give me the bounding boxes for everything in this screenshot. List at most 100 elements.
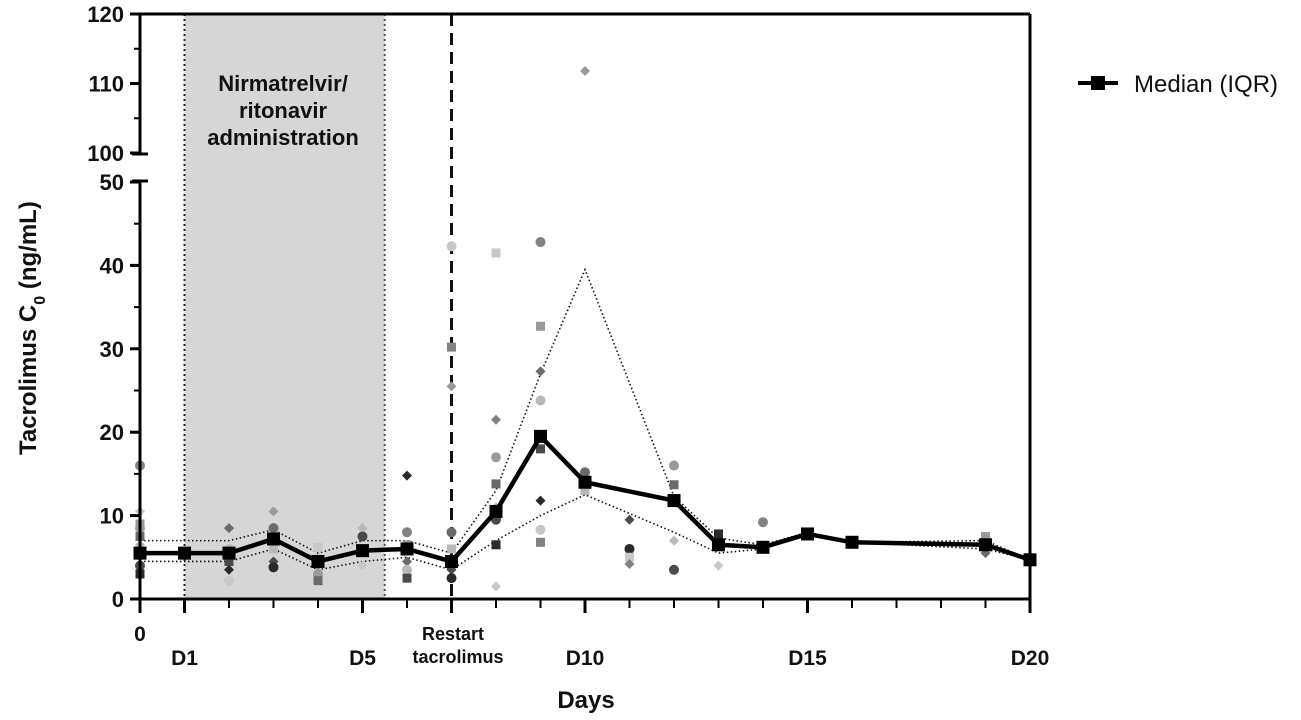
data-point xyxy=(268,523,279,534)
y-tick-label: 20 xyxy=(100,420,124,445)
y-tick-label: 0 xyxy=(112,587,124,612)
data-point xyxy=(402,527,412,538)
data-point xyxy=(535,524,546,535)
shaded-band xyxy=(184,14,385,599)
data-point xyxy=(268,562,279,573)
x-tick-label: D5 xyxy=(349,647,376,670)
data-point xyxy=(224,575,234,586)
x-tick-label: D10 xyxy=(566,647,605,670)
data-point xyxy=(402,564,412,575)
data-point xyxy=(535,395,546,406)
data-point xyxy=(357,531,368,542)
data-point xyxy=(625,552,634,562)
shade-label-line1: Nirmatrelvir/ xyxy=(218,71,348,96)
median-marker xyxy=(712,538,725,552)
median-marker xyxy=(756,540,770,554)
median-polyline xyxy=(140,434,1031,564)
median-marker xyxy=(311,554,325,568)
data-point xyxy=(536,444,545,454)
data-point xyxy=(491,540,501,550)
data-point xyxy=(713,560,724,571)
data-point xyxy=(535,237,546,248)
data-point xyxy=(402,556,412,567)
y-axis-title-main: Tacrolimus C xyxy=(15,305,42,455)
median-marker xyxy=(979,538,992,552)
median-marker xyxy=(445,554,458,568)
median-marker xyxy=(667,494,681,508)
iqr-lower-line xyxy=(140,493,1031,571)
y-tick-label: 10 xyxy=(100,504,124,529)
x-axis-title: Days xyxy=(557,687,614,714)
data-point xyxy=(447,544,456,554)
legend-label: Median (IQR) xyxy=(1134,71,1278,98)
data-point xyxy=(669,480,679,490)
data-point xyxy=(624,543,635,554)
data-point xyxy=(268,506,279,517)
y-axis-title: Tacrolimus C0 (ng/mL) xyxy=(15,201,49,455)
median-line xyxy=(133,429,1037,568)
restart-label-line1: Restart xyxy=(422,624,484,644)
annotations: Nirmatrelvir/ ritonavir administration xyxy=(207,71,359,150)
data-point xyxy=(357,523,368,534)
data-point xyxy=(491,248,501,258)
data-point xyxy=(447,342,456,352)
median-marker xyxy=(356,544,369,558)
data-point xyxy=(714,529,723,539)
median-marker xyxy=(178,546,191,560)
data-point xyxy=(669,535,679,546)
y-tick-label: 110 xyxy=(89,72,125,97)
median-marker xyxy=(222,546,236,560)
data-point xyxy=(535,495,546,506)
data-point xyxy=(491,479,501,489)
data-point xyxy=(402,470,412,481)
data-point xyxy=(446,573,457,584)
median-marker xyxy=(400,542,414,556)
data-point xyxy=(224,523,234,534)
data-point xyxy=(580,65,590,76)
median-marker xyxy=(845,535,859,549)
y-tick-label: 30 xyxy=(100,337,124,362)
y-tick-label: 120 xyxy=(87,2,124,27)
data-point xyxy=(580,467,590,478)
y-axis-title-sub: 0 xyxy=(32,296,49,305)
median-marker xyxy=(534,429,547,443)
shade-label-line2: ritonavir xyxy=(239,98,327,123)
data-point xyxy=(446,241,457,252)
legend-marker-swatch xyxy=(1091,76,1105,90)
data-point xyxy=(224,556,234,566)
data-point xyxy=(536,321,545,331)
legend: Median (IQR) xyxy=(1078,71,1278,98)
data-point xyxy=(402,573,412,583)
x-tick-label: D20 xyxy=(1011,647,1050,670)
data-point xyxy=(536,537,545,547)
data-point xyxy=(446,381,457,392)
median-marker xyxy=(801,527,814,541)
data-point xyxy=(224,564,234,575)
x-tick-label: D15 xyxy=(788,647,827,670)
median-marker xyxy=(267,532,280,546)
data-point xyxy=(491,581,501,592)
data-point xyxy=(535,366,546,377)
nirmatrelvir-shaded-region xyxy=(183,14,386,599)
axes xyxy=(130,12,1032,613)
data-point xyxy=(669,460,679,471)
data-point xyxy=(313,576,323,586)
x-tick-label: 0 xyxy=(134,623,146,646)
y-axis-title-unit: (ng/mL) xyxy=(15,201,42,296)
data-point xyxy=(269,544,278,554)
restart-label-line2: tacrolimus xyxy=(412,647,503,667)
data-point xyxy=(491,452,501,463)
y-tick-label: 100 xyxy=(87,141,124,166)
data-point xyxy=(313,542,323,552)
data-point xyxy=(624,558,635,569)
shade-label-line3: administration xyxy=(207,125,359,150)
x-tick-label: D1 xyxy=(171,647,198,670)
y-tick-label: 50 xyxy=(100,170,124,195)
data-point xyxy=(580,486,590,496)
data-point xyxy=(624,514,635,525)
data-point xyxy=(446,527,457,538)
data-point xyxy=(981,531,990,541)
tick-labels: 0 10 20 30 40 50 100 110 120 0 D1 D5 D10 D15 D20 xyxy=(87,2,1049,670)
data-point xyxy=(491,414,501,425)
